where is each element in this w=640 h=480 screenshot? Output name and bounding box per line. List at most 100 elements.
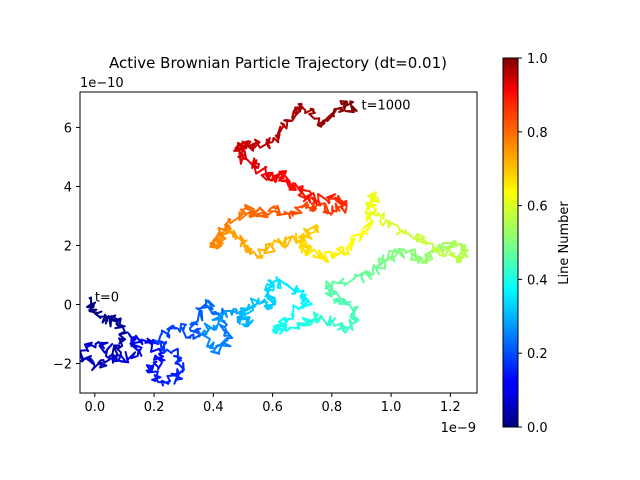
trajectory-segment (244, 137, 273, 151)
trajectory-segment (362, 191, 378, 232)
trajectory-segment (271, 121, 289, 144)
trajectory-segment (238, 152, 260, 170)
colorbar-tick-label: 0.0 (527, 421, 548, 436)
trajectory-segment (342, 100, 358, 114)
trajectory-segment (91, 353, 114, 372)
trajectory-segment (111, 337, 125, 359)
x-tick-label: 1.2 (440, 400, 461, 415)
x-tick-label: 0.0 (84, 400, 105, 415)
trajectory-segment (295, 287, 310, 307)
trajectory-segment (145, 369, 170, 387)
trajectory-segment (271, 316, 290, 334)
trajectory-segment (210, 337, 232, 355)
trajectory-segment (86, 296, 99, 315)
trajectory-segment (98, 341, 120, 363)
trajectory-segment (94, 310, 112, 325)
trajectory-series (80, 100, 469, 387)
annotation-start: t=0 (95, 291, 119, 306)
trajectory-segment (360, 264, 381, 284)
colorbar-tick-label: 0.2 (527, 347, 548, 362)
colorbar-tick-label: 0.6 (527, 200, 548, 215)
trajectory-segment (129, 334, 155, 346)
trajectory-segment (272, 322, 303, 335)
trajectory-segment (116, 348, 143, 364)
trajectory-segment (166, 368, 185, 385)
trajectory-segment (145, 356, 166, 374)
trajectory-segment (255, 205, 276, 219)
trajectory-segment (294, 224, 319, 244)
trajectory-segment (80, 341, 105, 356)
trajectory-segment (198, 332, 217, 353)
trajectory-segment (153, 324, 178, 345)
trajectory-segment (275, 276, 298, 295)
trajectory-segment (253, 163, 274, 182)
trajectory-segment (324, 272, 365, 291)
x-axis: 0.0 0.2 0.4 0.6 0.8 1.0 1.2 (84, 393, 461, 415)
trajectory-segment (331, 100, 349, 117)
colorbar-label: Line Number (557, 201, 572, 285)
trajectory-segment (323, 245, 350, 260)
trajectory-segment (423, 241, 459, 261)
x-tick-label: 1.0 (381, 400, 402, 415)
y-tick-label: 6 (64, 121, 72, 136)
trajectory-segment (270, 235, 298, 249)
trajectory-segment (153, 339, 173, 355)
annotation-end: t=1000 (361, 99, 410, 114)
trajectory-segment (217, 307, 238, 322)
trajectory-segment (384, 218, 407, 236)
trajectory-segment (256, 297, 275, 311)
trajectory-segment (209, 224, 232, 248)
trajectory-segment (432, 241, 455, 255)
trajectory-segment (322, 202, 348, 216)
x-offset-text: 1e−9 (441, 421, 476, 436)
trajectory-segment (324, 283, 342, 304)
plot-area (79, 91, 478, 394)
trajectory-segment (189, 300, 208, 326)
colorbar-tick-label: 0.4 (527, 273, 548, 288)
trajectory-segment (150, 338, 165, 362)
x-tick-label: 0.6 (262, 400, 283, 415)
trajectory-segment (288, 201, 309, 220)
trajectory-segment (298, 313, 319, 327)
plot-frame (79, 91, 478, 394)
y-tick-label: 4 (64, 180, 72, 195)
trajectory-segment (80, 351, 96, 367)
trajectory-segment (209, 235, 224, 250)
y-axis: −2 0 2 4 6 (53, 121, 80, 372)
trajectory-segment (283, 299, 313, 321)
trajectory-segment (108, 314, 120, 328)
trajectory-segment (405, 232, 428, 246)
trajectory-segment (272, 204, 292, 220)
trajectory-segment (171, 347, 185, 372)
trajectory-segment (283, 103, 304, 123)
trajectory-segment (332, 297, 359, 318)
trajectory-segment (344, 312, 360, 334)
trajectory-segment (218, 315, 234, 341)
trajectory-segment (316, 193, 340, 207)
trajectory-segment (239, 297, 261, 317)
x-tick-label: 0.4 (203, 400, 224, 415)
trajectory-segment (455, 248, 469, 264)
trajectory-segment (284, 178, 304, 195)
trajectory-segment (401, 247, 424, 264)
trajectory-segment (306, 200, 330, 215)
trajectory-segment (176, 322, 203, 340)
x-tick-label: 0.8 (321, 400, 342, 415)
y-tick-label: −2 (53, 357, 72, 372)
trajectory-segment (256, 242, 276, 260)
colorbar-gradient (503, 58, 518, 427)
trajectory-segment (448, 240, 469, 254)
trajectory-segment (244, 203, 261, 219)
trajectory-segment (386, 247, 407, 261)
trajectory-segment (233, 140, 255, 152)
trajectory-segment (224, 206, 250, 227)
trajectory-segment (269, 170, 284, 184)
colorbar-frame (502, 57, 519, 428)
trajectory-segment (297, 102, 322, 128)
trajectory-segment (331, 317, 348, 334)
x-tick-label: 0.2 (144, 400, 165, 415)
y-offset-text: 1e−10 (80, 76, 124, 91)
trajectory-segment (226, 227, 246, 248)
y-tick-label: 2 (64, 239, 72, 254)
